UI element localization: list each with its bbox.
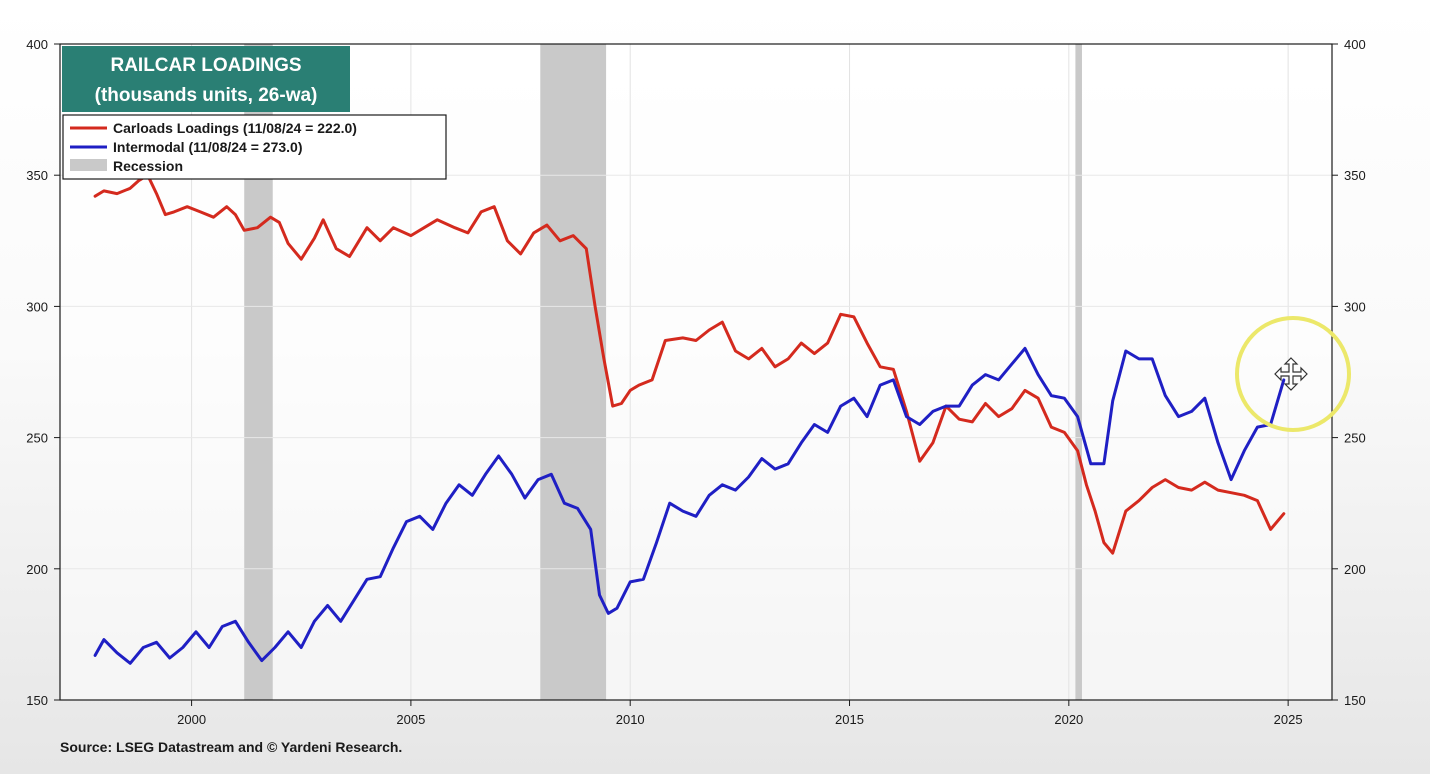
y-tick-label-left-250: 250 xyxy=(26,431,48,446)
x-tick-label-2015: 2015 xyxy=(835,712,864,727)
highlight-circle xyxy=(1235,316,1351,432)
legend-swatch-recession xyxy=(70,159,107,171)
y-tick-label-left-150: 150 xyxy=(26,693,48,708)
y-tick-label-right-150: 150 xyxy=(1344,693,1366,708)
y-tick-label-right-400: 400 xyxy=(1344,37,1366,52)
source-note: Source: LSEG Datastream and © Yardeni Re… xyxy=(60,739,402,755)
gridlines xyxy=(60,43,1332,701)
chart-title: RAILCAR LOADINGS xyxy=(110,55,301,76)
x-tick-label-2005: 2005 xyxy=(396,712,425,727)
y-tick-label-right-350: 350 xyxy=(1344,168,1366,183)
y-tick-label-right-200: 200 xyxy=(1344,562,1366,577)
legend-label-intermodal: Intermodal (11/08/24 = 273.0) xyxy=(113,139,303,155)
series-lines xyxy=(93,173,1286,665)
move-cursor-icon xyxy=(1274,357,1308,391)
y-tick-label-left-350: 350 xyxy=(26,168,48,183)
y-tick-label-left-400: 400 xyxy=(26,37,48,52)
legend-label-carloads: Carloads Loadings (11/08/24 = 222.0) xyxy=(113,120,357,136)
x-tick-label-2010: 2010 xyxy=(616,712,645,727)
x-tick-label-2020: 2020 xyxy=(1054,712,1083,727)
legend-box xyxy=(62,114,447,180)
y-tick-label-left-300: 300 xyxy=(26,299,48,314)
title-background xyxy=(62,46,350,112)
y-tick-label-right-250: 250 xyxy=(1344,431,1366,446)
y-tick-label-right-300: 300 xyxy=(1344,299,1366,314)
y-tick-label-left-200: 200 xyxy=(26,562,48,577)
chart-subtitle: (thousands units, 26-wa) xyxy=(95,85,318,106)
legend-label-recession: Recession xyxy=(113,158,183,174)
recession-band-1 xyxy=(540,44,607,700)
recession-band-2 xyxy=(1075,44,1082,700)
series-line-intermodal xyxy=(93,346,1286,665)
x-tick-label-2025: 2025 xyxy=(1274,712,1303,727)
legend: Carloads Loadings (11/08/24 = 222.0) Int… xyxy=(62,114,447,180)
series-line-carloads xyxy=(93,173,1286,555)
axis-ticks: 2000 2005 2010 2015 2020 2025 150 150 200 200 250 2… xyxy=(26,37,1365,727)
x-tick-label-2000: 2000 xyxy=(177,712,206,727)
chart-title-box: RAILCAR LOADINGS (thousands units, 26-wa… xyxy=(62,46,350,112)
plot-frame xyxy=(59,43,1333,701)
